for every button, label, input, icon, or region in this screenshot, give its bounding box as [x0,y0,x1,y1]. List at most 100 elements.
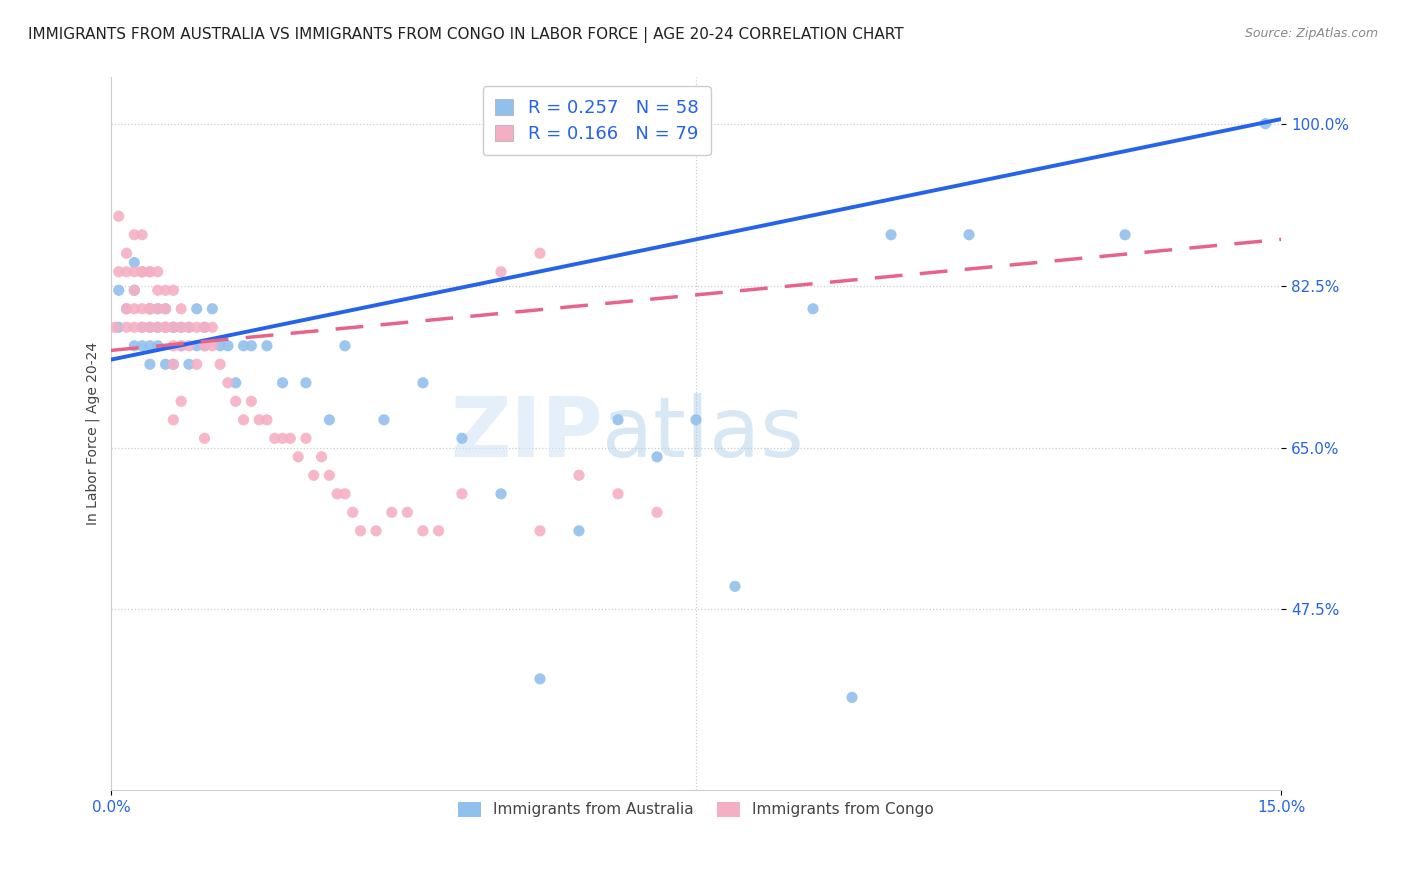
Point [139,320,162,334]
Point [333,487,356,501]
Point [155,320,177,334]
Point [412,376,434,390]
Point [568,524,591,538]
Point [124,339,146,353]
Point [193,431,215,445]
Point [1254,117,1277,131]
Point [124,283,146,297]
Point [177,320,200,334]
Point [326,487,349,501]
Point [155,301,177,316]
Point [645,450,668,464]
Point [451,431,474,445]
Point [170,320,193,334]
Point [139,320,162,334]
Point [396,505,419,519]
Point [302,468,325,483]
Point [115,265,138,279]
Point [131,339,153,353]
Legend: Immigrants from Australia, Immigrants from Congo: Immigrants from Australia, Immigrants fr… [450,794,942,825]
Point [131,265,153,279]
Point [217,339,239,353]
Point [139,357,162,371]
Point [104,320,127,334]
Point [131,320,153,334]
Point [225,394,247,409]
Point [271,431,294,445]
Point [115,301,138,316]
Text: Source: ZipAtlas.com: Source: ZipAtlas.com [1244,27,1378,40]
Point [186,301,208,316]
Point [115,301,138,316]
Point [131,265,153,279]
Point [162,283,184,297]
Point [139,265,162,279]
Point [373,413,395,427]
Point [193,320,215,334]
Point [124,320,146,334]
Point [607,487,630,501]
Point [115,246,138,260]
Point [146,265,169,279]
Point [170,339,193,353]
Point [107,265,129,279]
Point [155,301,177,316]
Point [280,431,302,445]
Point [240,339,263,353]
Point [880,227,903,242]
Point [146,301,169,316]
Point [201,320,224,334]
Point [162,357,184,371]
Point [155,320,177,334]
Point [177,357,200,371]
Point [146,320,169,334]
Point [295,376,318,390]
Point [271,376,294,390]
Point [124,283,146,297]
Point [124,301,146,316]
Point [177,320,200,334]
Point [232,339,254,353]
Point [131,265,153,279]
Point [139,339,162,353]
Point [318,468,340,483]
Point [146,301,169,316]
Point [724,579,747,593]
Point [295,431,318,445]
Point [177,339,200,353]
Point [318,413,340,427]
Point [366,524,388,538]
Point [186,357,208,371]
Point [333,339,356,353]
Point [240,394,263,409]
Point [115,320,138,334]
Point [139,301,162,316]
Text: ZIP: ZIP [450,393,602,475]
Point [155,357,177,371]
Point [349,524,371,538]
Point [287,450,309,464]
Point [529,246,551,260]
Point [107,283,129,297]
Point [131,227,153,242]
Point [217,376,239,390]
Point [225,376,247,390]
Point [568,468,591,483]
Point [342,505,364,519]
Text: IMMIGRANTS FROM AUSTRALIA VS IMMIGRANTS FROM CONGO IN LABOR FORCE | AGE 20-24 CO: IMMIGRANTS FROM AUSTRALIA VS IMMIGRANTS … [28,27,904,43]
Point [209,357,232,371]
Point [256,413,278,427]
Point [162,320,184,334]
Point [193,320,215,334]
Point [529,524,551,538]
Point [170,394,193,409]
Text: atlas: atlas [602,393,804,475]
Point [107,209,129,223]
Point [146,339,169,353]
Point [107,320,129,334]
Point [170,320,193,334]
Point [489,265,512,279]
Y-axis label: In Labor Force | Age 20-24: In Labor Force | Age 20-24 [86,343,100,525]
Point [263,431,285,445]
Point [170,339,193,353]
